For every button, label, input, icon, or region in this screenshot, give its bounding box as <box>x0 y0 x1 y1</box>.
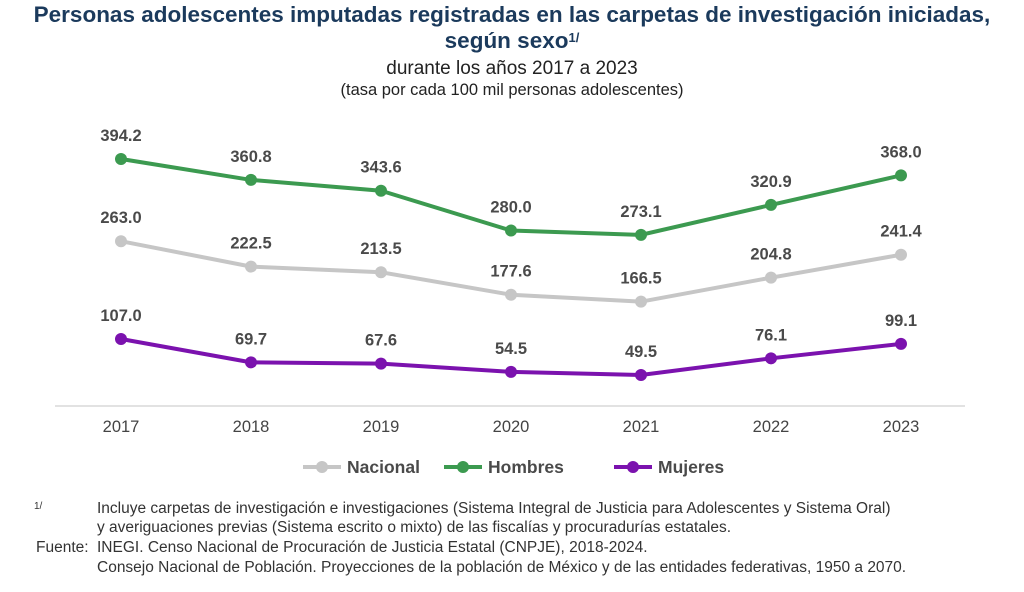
footnote-mark: 1/ <box>34 501 43 512</box>
nacional-point <box>115 235 127 248</box>
nacional-data-label: 177.6 <box>490 263 531 281</box>
footnote-line1: Incluye carpetas de investigación e inve… <box>97 500 891 517</box>
legend-hombres-label: Hombres <box>488 457 564 477</box>
mujeres-data-label: 54.5 <box>495 340 527 358</box>
hombres-point <box>375 184 387 197</box>
line-chart: 2017 2018 2019 2020 2021 2022 2023 263.0 222.5 21… <box>55 127 965 477</box>
nacional-data-label: 213.5 <box>360 240 401 258</box>
mujeres-point <box>245 356 257 369</box>
nacional-data-label: 263.0 <box>100 209 141 227</box>
hombres-data-label: 360.8 <box>230 148 271 166</box>
nacional-data-label: 166.5 <box>620 270 661 288</box>
legend-nacional-marker <box>316 461 328 473</box>
title-footnote-mark: 1/ <box>568 30 580 45</box>
nacional-point <box>895 248 907 261</box>
mujeres-point <box>115 332 127 345</box>
chart-title: Personas adolescentes imputadas registra… <box>33 2 991 27</box>
chart-units: (tasa por cada 100 mil personas adolesce… <box>340 81 684 99</box>
x-tick-label: 2018 <box>233 418 270 436</box>
mujeres-point <box>765 352 777 365</box>
mujeres-data-label: 76.1 <box>755 326 787 344</box>
x-tick-label: 2017 <box>103 418 140 436</box>
mujeres-data-label: 99.1 <box>885 312 917 330</box>
legend-mujeres-label: Mujeres <box>658 457 724 477</box>
x-tick-label: 2019 <box>363 418 400 436</box>
hombres-data-label: 320.9 <box>750 173 791 191</box>
legend-hombres-marker <box>457 461 469 473</box>
nacional-point <box>375 266 387 279</box>
nacional-data-label: 222.5 <box>230 235 271 253</box>
nacional-point <box>505 288 517 301</box>
nacional-data-label: 204.8 <box>750 246 791 264</box>
source-line1: INEGI. Censo Nacional de Procuración de … <box>97 539 648 556</box>
x-tick-label: 2023 <box>883 418 920 436</box>
hombres-point <box>505 224 517 237</box>
hombres-point <box>635 228 647 241</box>
x-tick-label: 2021 <box>623 418 660 436</box>
hombres-data-label: 273.1 <box>620 203 661 221</box>
hombres-point <box>765 198 777 211</box>
chart-title-text: según sexo <box>444 28 569 53</box>
chart-subtitle: durante los años 2017 a 2023 <box>386 58 638 79</box>
nacional-point <box>635 295 647 308</box>
hombres-data-label: 394.2 <box>100 127 141 145</box>
x-tick-label: 2022 <box>753 418 790 436</box>
chart-title-line2: según sexo1/ <box>0 28 1024 54</box>
nacional-data-label: 241.4 <box>880 223 922 241</box>
hombres-point <box>115 152 127 165</box>
source-label: Fuente: <box>36 539 89 556</box>
nacional-point <box>245 260 257 273</box>
hombres-point <box>895 169 907 182</box>
hombres-data-label: 368.0 <box>880 143 921 161</box>
legend-mujeres-marker <box>627 461 639 473</box>
mujeres-data-label: 69.7 <box>235 330 267 348</box>
hombres-data-label: 343.6 <box>360 159 401 177</box>
mujeres-data-label: 107.0 <box>100 307 141 325</box>
x-tick-label: 2020 <box>493 418 530 436</box>
footnote-line2: y averiguaciones previas (Sistema escrit… <box>97 519 732 536</box>
legend-nacional-label: Nacional <box>347 457 420 477</box>
mujeres-point <box>635 368 647 381</box>
mujeres-data-label: 67.6 <box>365 332 397 350</box>
mujeres-data-label: 49.5 <box>625 343 657 361</box>
hombres-point <box>245 173 257 186</box>
mujeres-point <box>895 337 907 350</box>
source-line2: Consejo Nacional de Población. Proyeccio… <box>97 559 907 576</box>
mujeres-point <box>375 357 387 370</box>
nacional-point <box>765 271 777 284</box>
mujeres-point <box>505 365 517 378</box>
hombres-data-label: 280.0 <box>490 199 531 217</box>
hombres-line <box>120 157 902 237</box>
